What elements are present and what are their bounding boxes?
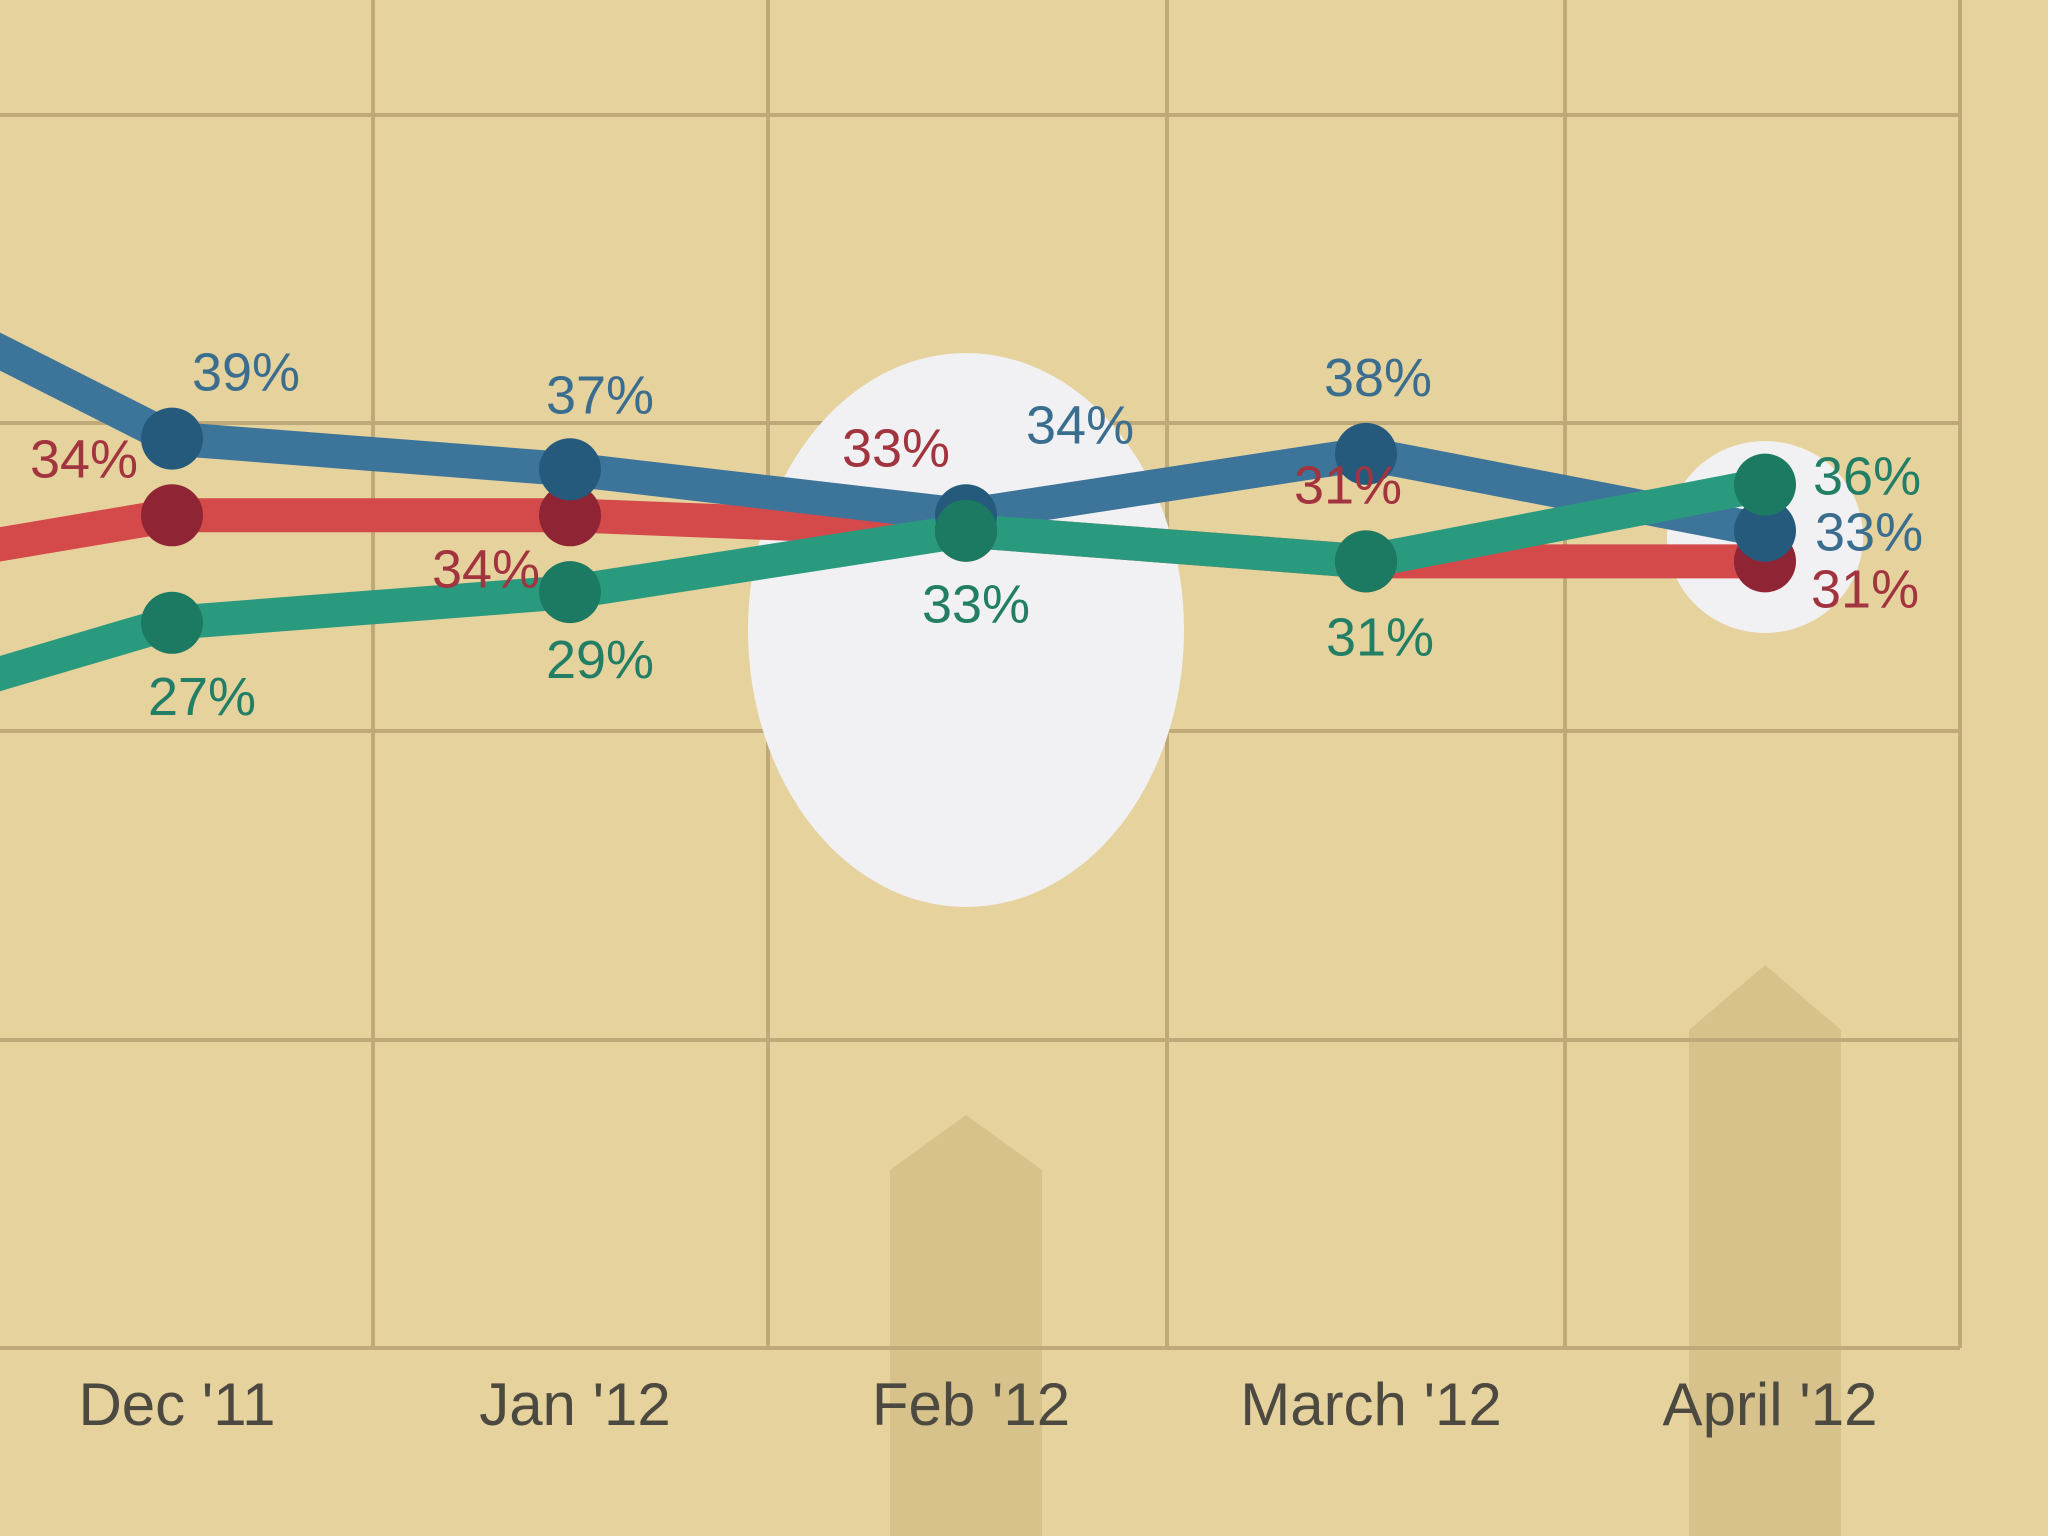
data-label-blue-3: 38% [1324,348,1432,408]
marker-blue-0 [141,407,203,470]
x-axis-ticks: Dec '11 Jan '12 Feb '12 March '12 April '12 [78,1371,1877,1438]
marker-blue-4 [1734,499,1796,562]
marker-green-2 [935,499,997,562]
x-tick-label-1: Jan '12 [479,1371,671,1438]
data-label-red-1: 34% [432,539,540,599]
x-tick-label-4: April '12 [1663,1371,1878,1438]
highlight-arrow-april [1689,965,1841,1536]
data-labels: 34%34%33%31%31%39% 37% 34%38%33%27%29%33%3… [30,343,1923,727]
x-tick-label-0: Dec '11 [78,1371,275,1438]
marker-green-1 [539,561,601,624]
data-label-green-1: 29% [546,630,654,690]
highlight-arrow-feb [890,1115,1042,1536]
marker-blue-3 [1335,422,1397,485]
marker-red-1 [539,484,601,547]
x-tick-label-2: Feb '12 [872,1371,1070,1438]
marker-blue-1 [539,438,601,501]
series-line-blue [0,332,1782,548]
data-label-blue-0: 39% [192,343,300,403]
marker-green-4 [1734,453,1796,516]
series-markers [141,407,1796,654]
data-label-green-4: 36% [1813,447,1921,507]
series-line-green [0,467,1782,692]
data-label-blue-2: 34% [1026,395,1134,455]
data-label-green-2: 33% [922,575,1030,635]
marker-green-0 [141,591,203,654]
data-label-red-2: 33% [842,419,950,479]
x-tick-label-3: March '12 [1240,1371,1502,1438]
data-label-blue-4: 33% [1815,503,1923,563]
data-label-blue-1: 37% [546,365,654,425]
data-label-green-3: 31% [1326,607,1434,667]
marker-red-0 [141,484,203,547]
data-label-red-4: 31% [1811,559,1919,619]
data-label-red-0: 34% [30,429,138,489]
marker-green-3 [1335,530,1397,593]
data-label-red-3: 31% [1294,455,1402,515]
data-label-green-0: 27% [148,667,256,727]
